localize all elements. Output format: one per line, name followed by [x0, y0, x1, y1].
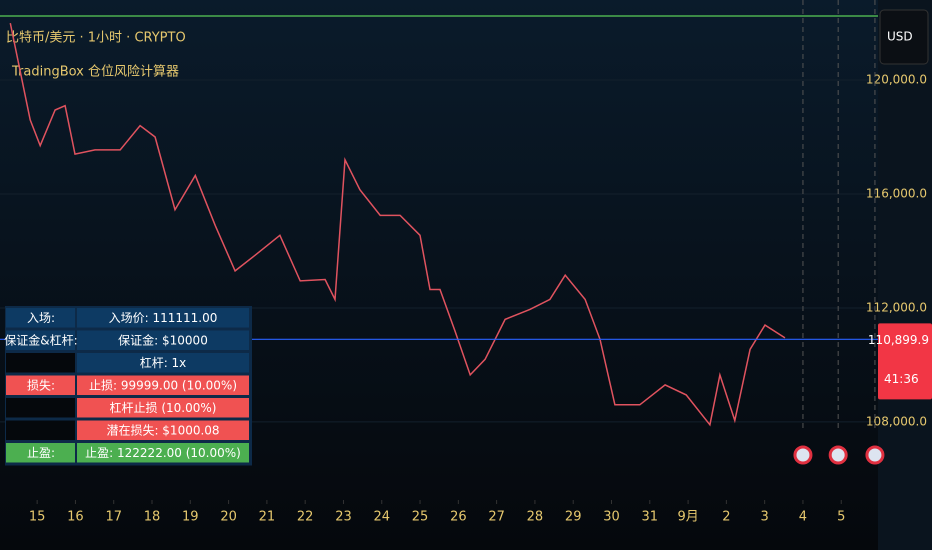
event-icon	[865, 445, 885, 465]
x-tick-label: 26	[450, 510, 467, 525]
currency-button[interactable]	[879, 9, 929, 65]
indicator-title: TradingBox 仓位风险计算器	[11, 65, 179, 80]
x-tick-label: 30	[603, 510, 620, 525]
row-value: 止损: 99999.00 (10.00%)	[89, 378, 237, 392]
row-value: 保证金: $10000	[118, 332, 208, 347]
row-value: 杠杆: 1x	[140, 355, 187, 370]
x-tick-label: 25	[412, 510, 429, 525]
label-cell	[6, 353, 75, 373]
value-cell	[77, 330, 249, 350]
row-label: 损失:	[27, 377, 55, 392]
event-icon	[828, 445, 848, 465]
label-cell	[6, 308, 75, 328]
x-tick-label: 28	[527, 510, 544, 525]
x-tick-label: 16	[67, 510, 84, 525]
x-tick-label: 31	[642, 510, 659, 525]
value-cell	[77, 398, 249, 418]
row-label: 止盈:	[27, 446, 55, 460]
label-cell	[6, 420, 75, 440]
label-cell	[6, 375, 75, 395]
row-value: 杠杆止损 (10.00%)	[110, 400, 217, 415]
row-label: 入场:	[27, 311, 55, 325]
y-tick-label: 108,000.0	[866, 414, 927, 428]
x-tick-label: 23	[335, 510, 352, 525]
row-value: 止盈: 122222.00 (10.00%)	[85, 446, 241, 460]
row-value: 潜在损失: $1000.08	[106, 422, 219, 437]
label-cell	[6, 398, 75, 418]
x-tick-label: 19	[182, 510, 199, 525]
value-cell	[77, 308, 249, 328]
x-tick-label: 17	[105, 510, 122, 525]
x-tick-label: 21	[259, 510, 276, 525]
row-label: 保证金&杠杆:	[4, 332, 77, 347]
y-tick-label: 112,000.0	[866, 300, 927, 314]
value-cell	[77, 443, 249, 463]
price-axis	[878, 0, 932, 550]
last-price-label: 110,899.9	[868, 333, 929, 347]
value-cell	[77, 375, 249, 395]
x-tick-label: 9月	[677, 510, 698, 525]
x-tick-label: 5	[837, 510, 845, 525]
x-tick-label: 24	[373, 510, 390, 525]
value-cell	[77, 353, 249, 373]
label-cell	[6, 330, 75, 350]
currency-label: USD	[887, 30, 913, 44]
event-icon	[793, 445, 813, 465]
x-tick-label: 27	[488, 510, 505, 525]
x-tick-label: 29	[565, 510, 582, 525]
x-tick-label: 15	[29, 510, 46, 525]
value-cell	[77, 420, 249, 440]
last-price-tag	[878, 323, 932, 400]
x-tick-label: 2	[722, 510, 730, 525]
x-tick-label: 3	[761, 510, 769, 525]
x-tick-label: 4	[799, 510, 807, 525]
price-line	[9, 22, 786, 427]
y-tick-label: 120,000.0	[866, 73, 927, 87]
row-value: 入场价: 111111.00	[109, 311, 218, 325]
x-tick-label: 20	[220, 510, 237, 525]
x-tick-label: 22	[297, 510, 314, 525]
y-tick-label: 116,000.0	[866, 187, 927, 201]
countdown: 41:36	[884, 372, 919, 386]
label-cell	[6, 443, 75, 463]
symbol-title: 比特币/美元 · 1小时 · CRYPTO	[6, 31, 186, 46]
x-tick-label: 18	[144, 510, 161, 525]
